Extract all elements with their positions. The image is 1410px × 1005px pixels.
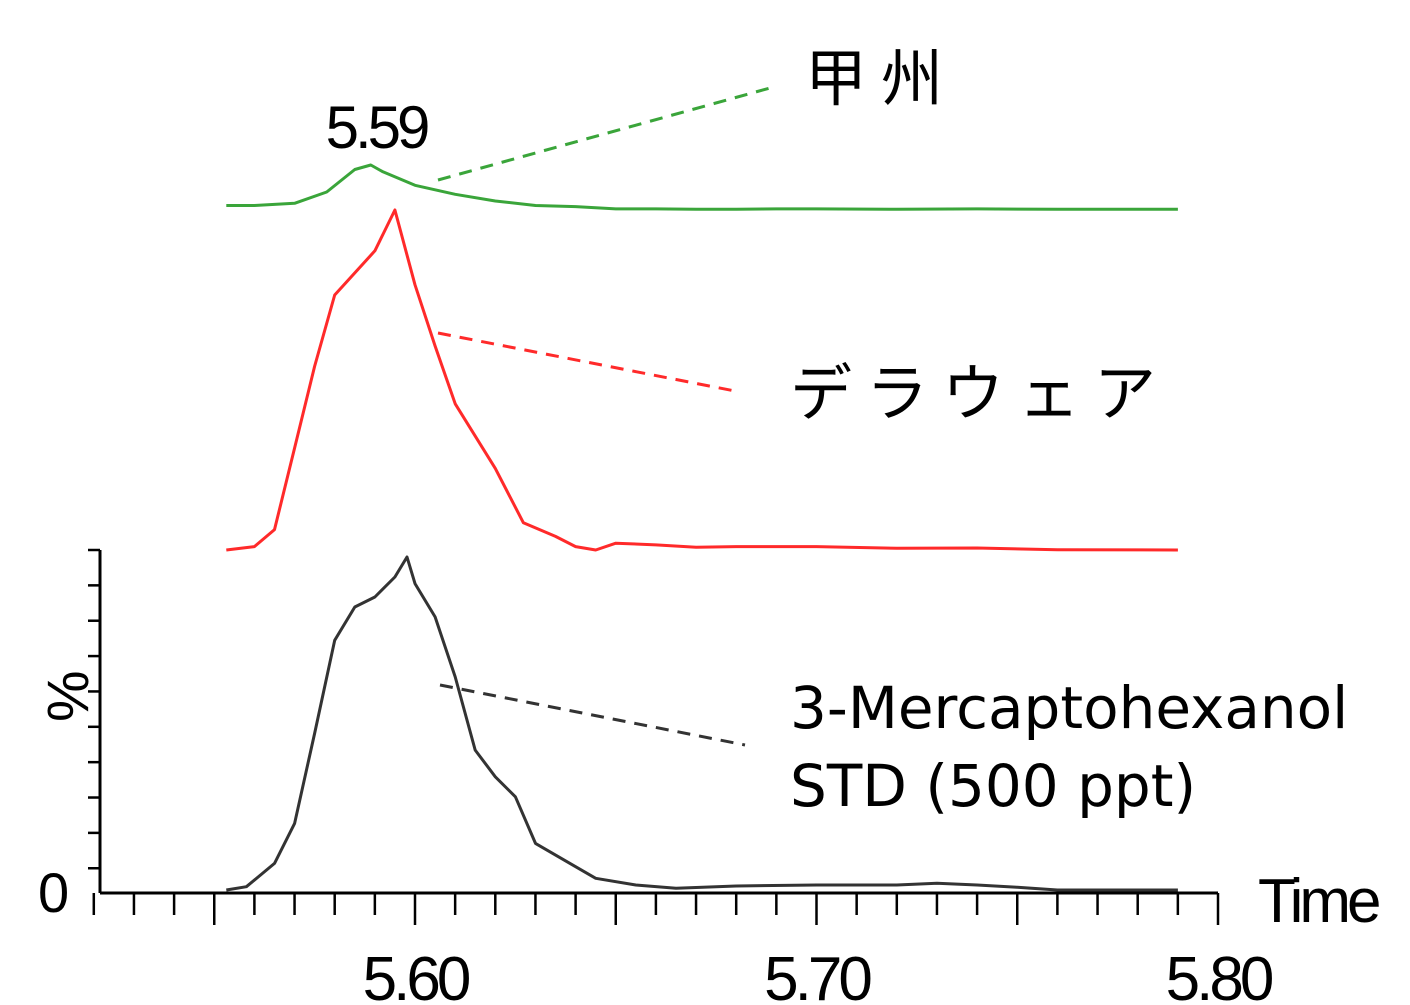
x-tick-label: 5.80 bbox=[1166, 945, 1273, 1005]
trace-line bbox=[226, 555, 1178, 892]
series-label: 甲州 bbox=[805, 42, 957, 115]
leader-line bbox=[439, 683, 746, 747]
trace-line bbox=[226, 208, 1178, 552]
series-label: 3-Mercaptohexanol bbox=[790, 674, 1348, 742]
x-tick-label: 5.60 bbox=[363, 945, 470, 1005]
leader-line bbox=[437, 86, 771, 182]
series-label: デラウェア bbox=[790, 357, 1170, 430]
axes: 0% 5.60 5.70 5.80 Time bbox=[36, 548, 1383, 1005]
x-axis-label: Time bbox=[1258, 867, 1379, 936]
trace-line bbox=[226, 163, 1178, 211]
traces bbox=[226, 163, 1178, 892]
leader-line bbox=[437, 331, 741, 394]
peak-annotation: 5.59 bbox=[326, 94, 428, 161]
y-axis-label: % bbox=[36, 670, 101, 722]
x-tick-label: 5.70 bbox=[764, 945, 871, 1005]
y-zero-label: 0 bbox=[38, 861, 69, 924]
series-label: STD (500 ppt) bbox=[790, 752, 1196, 820]
